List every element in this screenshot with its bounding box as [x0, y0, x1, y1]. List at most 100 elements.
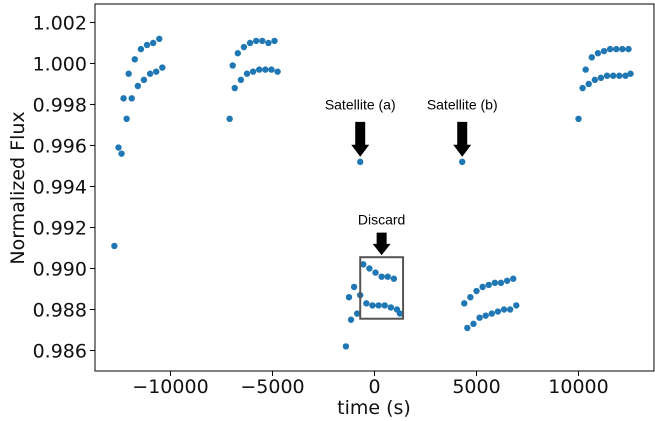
data-point — [588, 54, 595, 61]
data-point — [619, 45, 626, 53]
y-axis-label: Normalized Flux — [7, 111, 29, 264]
data-point — [600, 47, 608, 55]
data-point — [240, 43, 248, 51]
y-tick-label: 0.992 — [33, 217, 87, 239]
data-point — [506, 306, 514, 313]
data-point — [491, 279, 499, 287]
data-point — [575, 115, 582, 123]
data-point — [579, 84, 586, 92]
data-point — [137, 45, 145, 53]
data-point — [149, 39, 157, 47]
data-point — [459, 158, 466, 166]
data-point — [360, 261, 367, 268]
data-point — [123, 115, 130, 123]
plot-frame — [94, 3, 655, 372]
data-point — [582, 66, 589, 73]
x-axis: −10000 −5000 0 5000 10000 — [132, 371, 609, 398]
data-point — [461, 300, 468, 307]
data-point — [387, 304, 395, 311]
data-point — [603, 72, 611, 79]
data-point — [143, 41, 151, 49]
data-point — [256, 66, 263, 73]
data-point — [118, 150, 125, 157]
y-tick-label: 1.000 — [33, 53, 87, 75]
data-point — [259, 37, 266, 45]
annotation-label: Satellite (b) — [427, 97, 498, 113]
data-point — [249, 68, 257, 75]
data-point — [159, 64, 166, 71]
data-point — [115, 144, 122, 151]
data-point — [485, 281, 492, 289]
y-tick-label: 0.990 — [33, 258, 87, 280]
data-point — [140, 76, 148, 84]
y-tick-label: 0.998 — [33, 94, 87, 116]
y-axis: 0.986 0.988 0.990 0.992 0.994 0.996 0.998 1.000… — [33, 12, 95, 362]
data-point — [357, 158, 364, 166]
annotation-arrow — [372, 232, 391, 256]
data-point — [342, 343, 350, 350]
data-point — [274, 68, 281, 75]
data-point — [347, 316, 355, 323]
data-point — [616, 72, 623, 79]
data-point — [125, 70, 132, 77]
discard-box — [359, 256, 405, 320]
data-point — [473, 287, 480, 295]
data-point — [476, 314, 483, 321]
x-tick-label: 10000 — [548, 376, 608, 398]
data-point — [494, 308, 502, 315]
data-point — [488, 310, 496, 317]
x-tick-label: −10000 — [132, 376, 208, 398]
data-point — [271, 37, 278, 45]
x-axis-label: time (s) — [337, 397, 411, 419]
data-point — [369, 302, 376, 309]
y-tick-label: 0.988 — [33, 299, 87, 321]
data-point — [470, 320, 477, 328]
data-point — [345, 293, 353, 301]
data-point — [390, 275, 398, 282]
data-point — [128, 95, 135, 102]
data-point — [381, 302, 388, 309]
data-point — [467, 293, 474, 301]
data-point — [627, 70, 634, 77]
data-point — [375, 302, 382, 309]
y-tick-label: 0.994 — [33, 176, 87, 198]
data-point — [363, 300, 370, 307]
data-point — [500, 306, 508, 313]
annotation-label: Discard — [358, 211, 405, 227]
data-point — [131, 56, 138, 63]
data-point — [497, 279, 505, 287]
x-tick-label: −5000 — [240, 376, 304, 398]
data-point — [372, 269, 379, 276]
data-point — [479, 283, 486, 291]
data-point — [146, 70, 154, 77]
data-point — [120, 95, 127, 102]
data-point — [252, 37, 260, 45]
data-point — [134, 82, 142, 90]
data-point — [503, 277, 511, 284]
data-point — [384, 273, 391, 280]
data-point — [237, 76, 245, 84]
data-point — [585, 80, 592, 88]
data-point — [246, 39, 254, 47]
x-tick-label: 0 — [368, 376, 380, 398]
data-point — [613, 45, 620, 53]
data-point — [153, 68, 160, 75]
data-point — [513, 302, 520, 309]
data-points — [111, 35, 634, 350]
data-point — [229, 62, 236, 69]
data-point — [243, 70, 251, 77]
data-point — [606, 45, 614, 53]
y-tick-label: 0.996 — [33, 135, 87, 157]
annotation-arrow — [351, 121, 370, 157]
data-point — [625, 45, 632, 53]
data-point — [265, 39, 272, 47]
data-point — [464, 324, 471, 332]
data-point — [262, 66, 269, 73]
data-point — [156, 35, 163, 43]
data-point — [609, 72, 617, 79]
data-point — [594, 50, 602, 57]
data-point — [378, 273, 385, 280]
annotation-arrow — [453, 121, 472, 157]
data-point — [268, 66, 275, 73]
